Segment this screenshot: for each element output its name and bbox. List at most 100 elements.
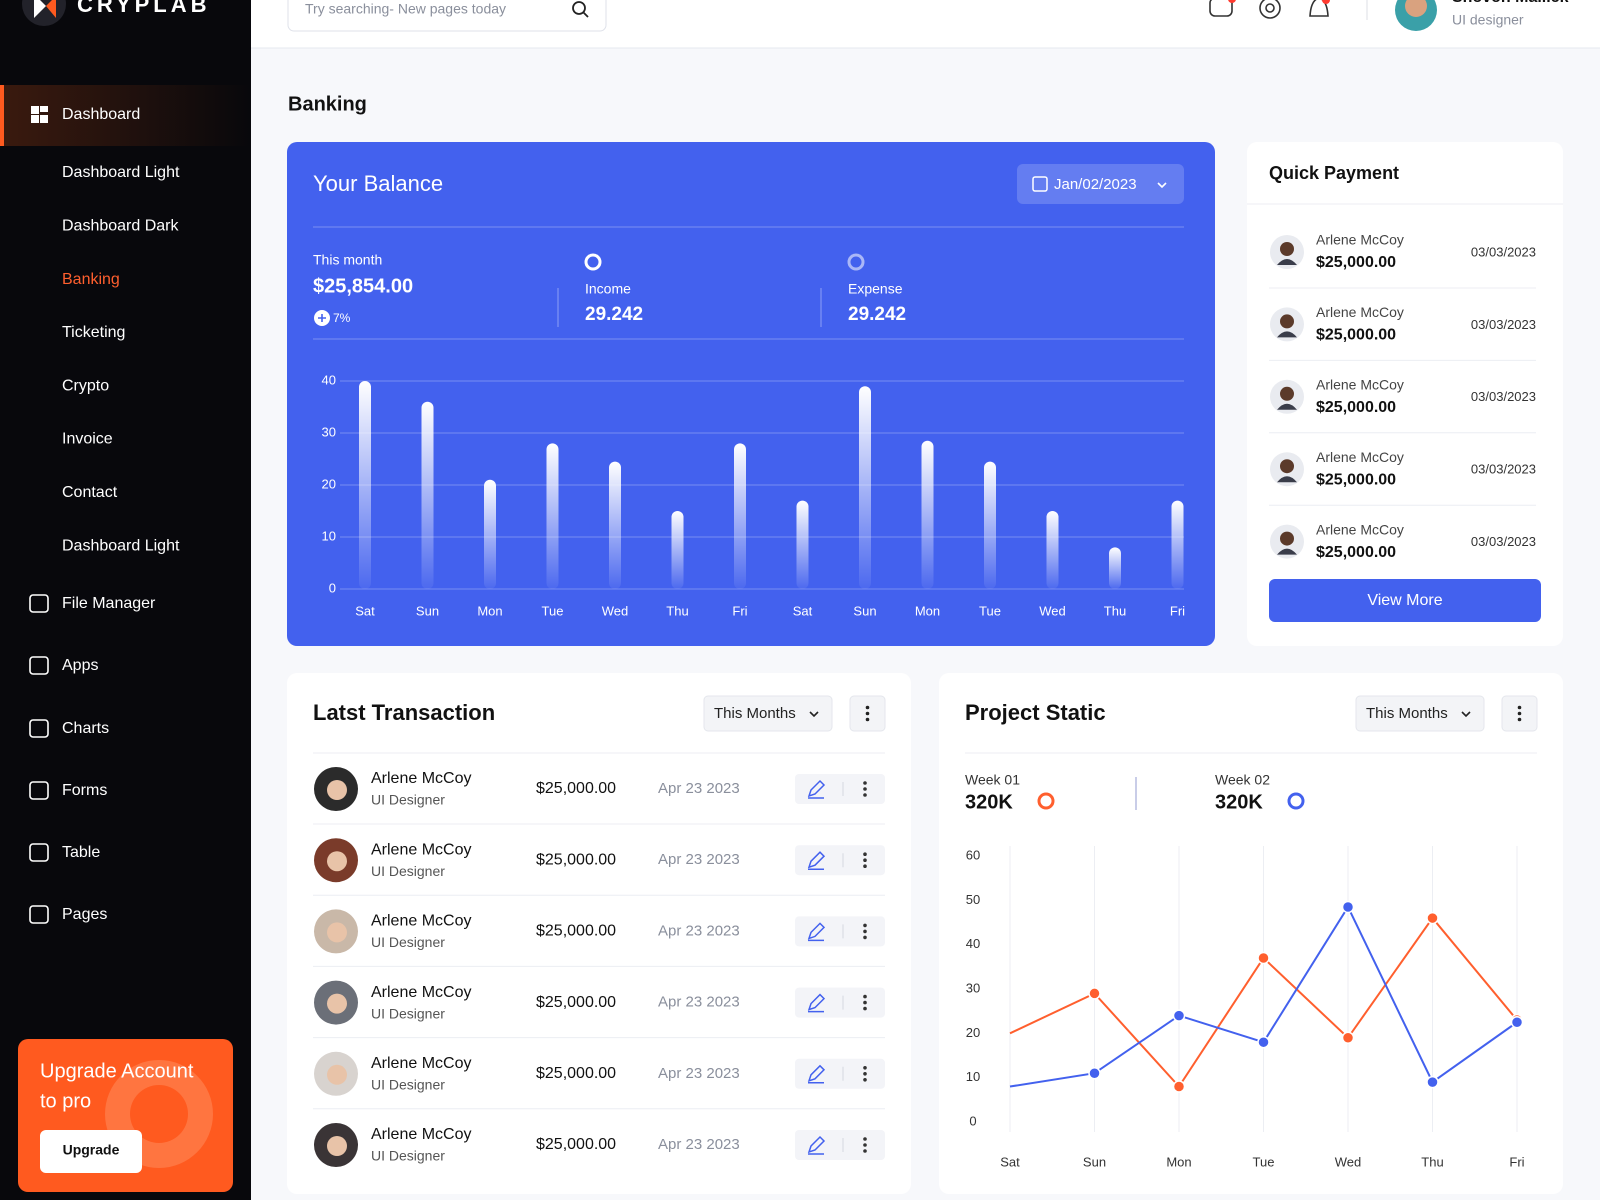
menu-item: Apps (62, 657, 98, 674)
x-tick-label: Sat (355, 603, 375, 618)
view-more-button[interactable] (1269, 579, 1541, 622)
x-tick-label: Sat (793, 603, 813, 618)
payment-date: 03/03/2023 (1471, 534, 1536, 549)
income-icon (584, 253, 602, 271)
payee-name: Arlene McCoy (1316, 304, 1404, 320)
filter-label: This Months (714, 705, 796, 722)
chat-icon[interactable] (1209, 0, 1233, 17)
menu-icon (40, 106, 48, 112)
edit-icon[interactable] (807, 922, 826, 942)
user-face (1405, 0, 1427, 17)
legend-marker (1037, 792, 1055, 810)
user-role: UI designer (1452, 12, 1524, 28)
card-title: Project Static (965, 700, 1106, 725)
payee-name: Arlene McCoy (1316, 449, 1404, 465)
edit-icon[interactable] (807, 779, 826, 799)
edit-icon[interactable] (807, 1064, 826, 1084)
badge (1228, 0, 1236, 3)
person-name: Arlene McCoy (371, 841, 471, 858)
amount: $25,000.00 (536, 1065, 616, 1082)
filter-dropdown[interactable] (1355, 695, 1485, 732)
settings-icon[interactable] (1259, 0, 1281, 19)
submenu-item: Banking (62, 271, 120, 288)
avatar-body (1277, 476, 1297, 483)
submenu-item: Dashboard Light (62, 164, 180, 181)
menu-icon (29, 594, 49, 613)
bar (359, 381, 371, 589)
date: Apr 23 2023 (658, 1136, 740, 1153)
menu-icon (29, 719, 49, 738)
series-point (1426, 1075, 1439, 1089)
series-point (1510, 1016, 1524, 1029)
user-name: Shovon Mallick (1452, 0, 1569, 6)
dot (863, 1066, 867, 1070)
dot (863, 781, 867, 785)
x-tick-label: Wed (602, 603, 629, 618)
legend-marker (1287, 792, 1305, 810)
dot (1517, 711, 1522, 716)
submenu-item: Dashboard Light (62, 537, 180, 554)
search-icon (572, 1, 586, 15)
dot (863, 1000, 867, 1005)
payee-name: Arlene McCoy (1316, 377, 1404, 393)
action-box (795, 774, 885, 804)
bar (421, 401, 434, 589)
bar (796, 500, 809, 589)
bar (859, 386, 871, 589)
menu-icon (40, 115, 48, 123)
date-button[interactable] (1017, 164, 1184, 204)
series-point (1172, 1009, 1186, 1022)
x-tick-label: Sun (1083, 1154, 1106, 1169)
menu-item: Forms (62, 782, 107, 799)
avatar-face (1280, 531, 1294, 546)
series-point (1088, 1066, 1101, 1080)
menu-icon (29, 905, 49, 924)
action-box (795, 987, 885, 1018)
legend-name: Week 02 (1215, 772, 1270, 788)
bar (921, 440, 934, 589)
x-tick-label: Thu (666, 603, 688, 618)
x-tick-label: Fri (732, 603, 747, 618)
bar (734, 443, 746, 589)
edit-icon[interactable] (807, 993, 826, 1013)
action-box (795, 1058, 885, 1089)
bar (671, 511, 684, 589)
x-tick-label: Fri (1509, 1154, 1524, 1169)
submenu-item: Ticketing (62, 324, 125, 341)
x-tick-label: Mon (477, 603, 502, 618)
logo-mark (46, 0, 56, 18)
person-role: UI Designer (371, 863, 445, 879)
bell-icon[interactable] (1309, 0, 1329, 17)
dot (865, 717, 870, 722)
avatar-face (1280, 459, 1294, 474)
filter-dropdown[interactable] (703, 695, 833, 732)
search-box[interactable] (287, 0, 607, 32)
card-title: Your Balance (313, 171, 443, 196)
stat-value: $25,854.00 (313, 275, 413, 297)
search-placeholder: Try searching- New pages today (305, 1, 506, 17)
dot (1517, 705, 1522, 710)
y-tick-label: 0 (969, 1113, 976, 1128)
stat-label: This month (313, 252, 382, 268)
person-name: Arlene McCoy (371, 770, 471, 787)
stat-value: 29.242 (848, 304, 906, 325)
balance-card (287, 142, 1215, 646)
person-name: Arlene McCoy (371, 913, 471, 930)
menu-icon (31, 106, 39, 114)
edit-icon[interactable] (807, 851, 826, 870)
avatar-body (1277, 331, 1297, 338)
payment-date: 03/03/2023 (1471, 317, 1536, 332)
edit-icon[interactable] (807, 1135, 826, 1155)
menu-item: Dashboard (62, 106, 140, 123)
y-tick-label: 40 (322, 372, 336, 387)
upgrade-button[interactable] (40, 1130, 142, 1173)
avatar-face (327, 922, 347, 943)
action-box (795, 1130, 885, 1160)
amount: $25,000.00 (536, 994, 616, 1011)
action-box (795, 845, 885, 876)
submenu-item: Invoice (62, 431, 113, 448)
person-name: Arlene McCoy (371, 1055, 471, 1072)
dot (863, 1143, 867, 1147)
bar (546, 443, 559, 589)
y-tick-label: 60 (966, 847, 980, 862)
